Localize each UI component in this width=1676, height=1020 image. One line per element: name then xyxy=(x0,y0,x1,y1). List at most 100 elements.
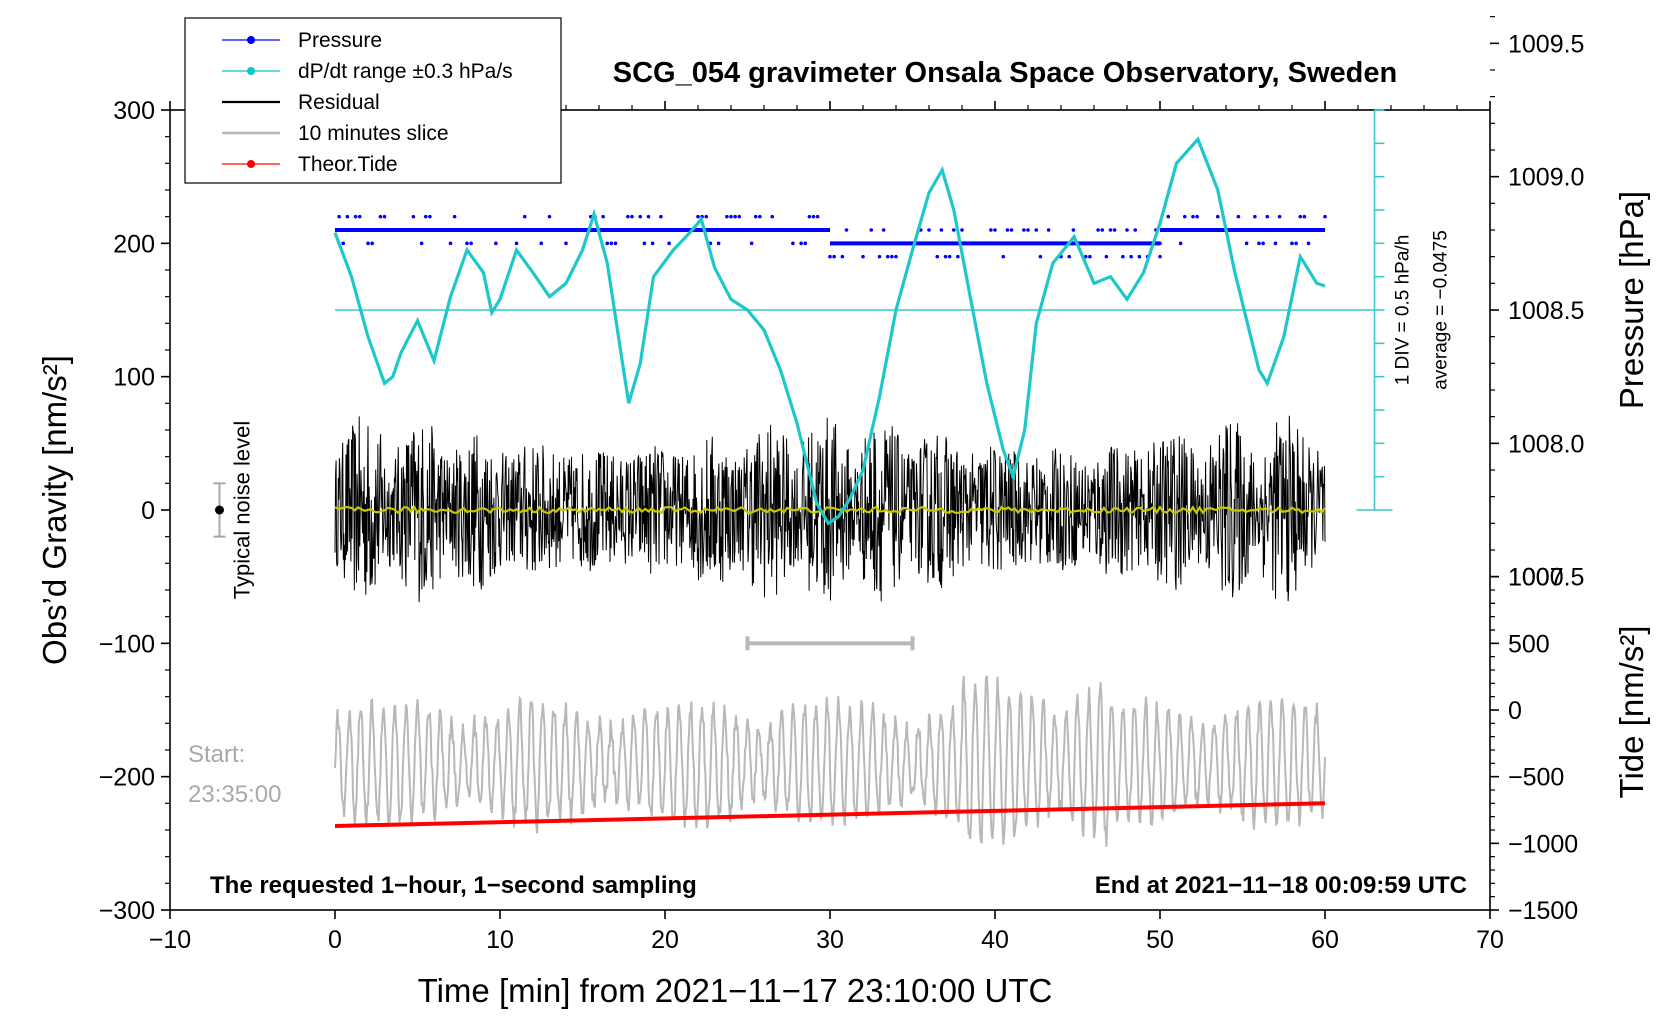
pressure-point xyxy=(1195,214,1199,219)
pressure-point xyxy=(1265,214,1270,219)
pressure-tick-label: 1008.0 xyxy=(1508,430,1584,458)
pressure-point xyxy=(939,228,944,232)
pressure-point xyxy=(947,254,952,259)
pressure-point xyxy=(341,241,346,246)
pressure-point xyxy=(1215,214,1220,219)
x-tick-label: 60 xyxy=(1311,926,1339,954)
y-tick-label: 0 xyxy=(141,497,155,525)
legend-marker xyxy=(247,67,255,75)
pressure-point xyxy=(770,214,775,219)
legend-label: dP/dt range ±0.3 hPa/s xyxy=(298,60,513,83)
pressure-point xyxy=(869,228,874,232)
pressure-point xyxy=(494,241,498,246)
pressure-point xyxy=(357,214,362,219)
pressure-point xyxy=(667,241,671,246)
pressure-point xyxy=(1302,214,1307,219)
pressure-point xyxy=(725,214,729,219)
x-tick-label: 70 xyxy=(1476,926,1504,954)
tide-axis: 1000 500 0 −500 −1000 −1500 xyxy=(1490,564,1578,925)
pressure-point xyxy=(1166,214,1171,219)
x-tick-label: 30 xyxy=(816,926,844,954)
pressure-point xyxy=(514,241,519,246)
x-tick-label: 40 xyxy=(981,926,1009,954)
pressure-tick-label: 1009.0 xyxy=(1508,164,1584,192)
pressure-point xyxy=(650,241,655,246)
pressure-point xyxy=(716,241,721,246)
pressure-point xyxy=(1005,228,1010,232)
legend-box xyxy=(184,17,562,184)
tide-tick-label: 0 xyxy=(1508,697,1522,725)
legend-marker xyxy=(247,36,255,44)
pressure-point xyxy=(807,214,812,219)
legend-label: Pressure xyxy=(298,29,382,52)
pressure-point xyxy=(1046,228,1051,232)
residual-series xyxy=(334,415,1326,603)
x-axis: −10 0 10 20 30 40 50 60 70 xyxy=(149,101,1504,954)
pressure-point xyxy=(1137,254,1142,259)
pressure-series xyxy=(335,214,1327,259)
pressure-point xyxy=(601,214,605,219)
x-tick-label: 0 xyxy=(328,926,342,954)
pressure-point xyxy=(1125,228,1129,232)
pressure-point xyxy=(877,254,882,259)
x-tick-label: 20 xyxy=(651,926,679,954)
residual-mean-series xyxy=(334,505,1326,515)
tide-tick-label: 500 xyxy=(1508,630,1550,658)
pressure-point xyxy=(609,241,614,246)
noise-level-label: Typical noise level xyxy=(230,421,255,600)
pressure-point xyxy=(646,214,651,219)
pressure-point xyxy=(885,254,890,259)
dpdt-division-label: 1 DIV = 0.5 hPa/h xyxy=(1393,235,1414,386)
pressure-point xyxy=(881,228,886,232)
pressure-point xyxy=(1038,254,1043,259)
pressure-point xyxy=(828,254,832,259)
pressure-point xyxy=(1257,241,1261,246)
theoretical-tide-series xyxy=(334,801,1326,828)
pressure-point xyxy=(1323,214,1327,219)
y-axis-left: 300 200 100 0 −100 −200 −300 xyxy=(99,97,170,925)
pressure-point xyxy=(1178,241,1183,246)
pressure-point xyxy=(1088,254,1092,259)
pressure-point xyxy=(729,214,733,219)
pressure-point xyxy=(370,241,374,246)
pressure-point xyxy=(704,214,709,219)
pressure-point xyxy=(832,254,836,259)
pressure-point xyxy=(1104,254,1109,259)
pressure-point xyxy=(1129,254,1133,259)
pressure-point xyxy=(696,214,700,219)
pressure-point xyxy=(638,214,643,219)
pressure-point xyxy=(659,214,663,219)
pressure-point xyxy=(1191,214,1195,219)
x-tick-label: 10 xyxy=(486,926,514,954)
pressure-point xyxy=(378,214,383,219)
pressure-point xyxy=(1298,214,1303,219)
noise-level-marker xyxy=(213,482,226,538)
pressure-point xyxy=(353,214,358,219)
pressure-point xyxy=(894,254,898,259)
legend: Pressure dP/dt range ±0.3 hPa/s Residual 10… xyxy=(184,17,562,184)
pressure-point xyxy=(382,214,387,219)
pressure-point xyxy=(1306,241,1311,246)
pressure-point xyxy=(613,241,618,246)
pressure-point xyxy=(1261,241,1265,246)
pressure-point xyxy=(733,214,737,219)
pressure-point xyxy=(428,214,432,219)
legend-label: 10 minutes slice xyxy=(298,122,449,145)
start-label: Start: xyxy=(188,741,245,768)
pressure-point xyxy=(737,214,742,219)
pressure-point xyxy=(1009,228,1014,232)
y-axis-title-pressure: Pressure [hPa] xyxy=(1613,191,1650,409)
pressure-point xyxy=(1290,241,1294,246)
pressure-point xyxy=(1182,214,1187,219)
pressure-point xyxy=(1026,228,1030,232)
pressure-point xyxy=(1236,214,1241,219)
start-time: 23:35:00 xyxy=(188,781,281,808)
pressure-tick-label: 1008.5 xyxy=(1508,297,1584,325)
pressure-point xyxy=(993,228,997,232)
y-tick-label: −100 xyxy=(99,630,155,658)
pressure-point xyxy=(423,214,428,219)
chart-title: SCG_054 gravimeter Onsala Space Observat… xyxy=(613,57,1397,89)
pressure-point xyxy=(803,241,808,246)
pressure-point xyxy=(1277,214,1282,219)
